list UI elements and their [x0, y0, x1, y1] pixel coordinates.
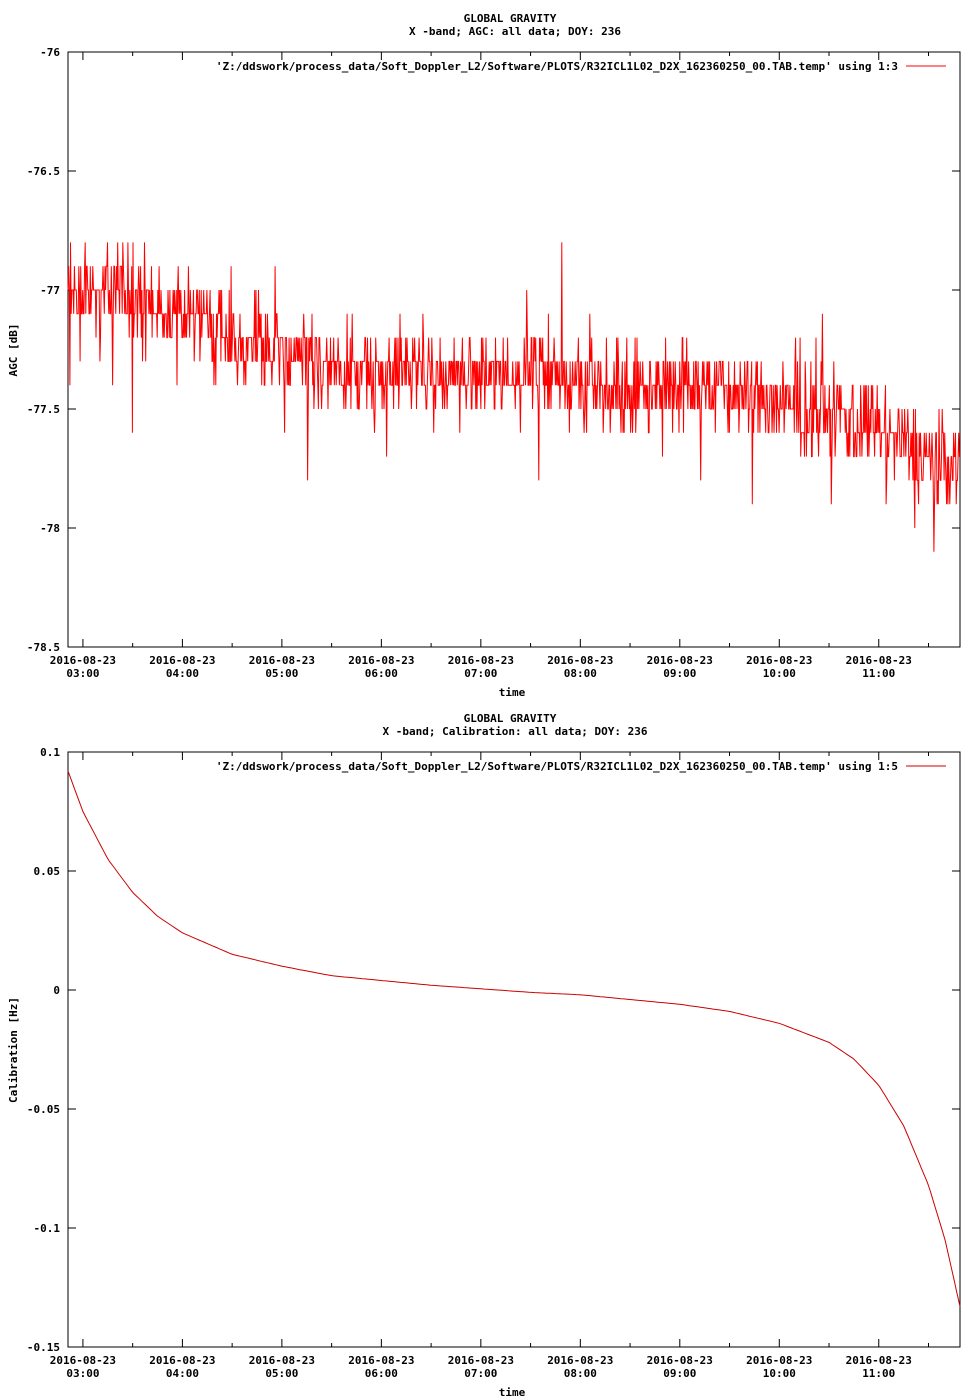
calibration-chart: GLOBAL GRAVITY X -band; Calibration: all…	[7, 712, 961, 1399]
y-tick-label: -76	[40, 46, 60, 59]
y-tick-label: -0.15	[27, 1341, 60, 1354]
agc-chart: GLOBAL GRAVITY X -band; AGC: all data; D…	[7, 12, 961, 699]
y-tick-label: 0.1	[40, 746, 60, 759]
y-tick-label: 0.05	[34, 865, 61, 878]
x-tick-label: 2016-08-23 09:00	[647, 1354, 713, 1380]
y-tick-label: 0	[53, 984, 60, 997]
x-tick-label: 2016-08-23 09:00	[647, 654, 713, 680]
y-tick-label: -77	[40, 284, 60, 297]
chart-title-line2: X -band; Calibration: all data; DOY: 236	[383, 725, 648, 738]
chart-title-line2: X -band; AGC: all data; DOY: 236	[409, 25, 621, 38]
x-tick-label: 2016-08-23 04:00	[149, 654, 215, 680]
x-tick-label: 2016-08-23 07:00	[448, 1354, 514, 1380]
series-line	[67, 242, 960, 552]
x-tick-label: 2016-08-23 06:00	[348, 1354, 414, 1380]
y-tick-label: -78.5	[27, 641, 60, 654]
x-tick-label: 2016-08-23 06:00	[348, 654, 414, 680]
x-axis-label: time	[499, 686, 526, 699]
y-axis-label: AGC [dB]	[7, 324, 20, 377]
x-tick-label: 2016-08-23 05:00	[249, 654, 315, 680]
x-tick-label: 2016-08-23 10:00	[746, 1354, 812, 1380]
x-tick-label: 2016-08-23 08:00	[547, 654, 613, 680]
plot-frame	[67, 51, 961, 648]
x-tick-label: 2016-08-23 11:00	[846, 654, 912, 680]
y-tick-label: -76.5	[27, 165, 60, 178]
y-tick-label: -0.05	[27, 1103, 60, 1116]
series-line	[67, 770, 961, 1307]
y-axis-label: Calibration [Hz]	[7, 997, 20, 1103]
x-tick-label: 2016-08-23 05:00	[249, 1354, 315, 1380]
y-tick-label: -77.5	[27, 403, 60, 416]
x-axis-label: time	[499, 1386, 526, 1399]
x-tick-label: 2016-08-23 03:00	[50, 1354, 116, 1380]
chart-title-line1: GLOBAL GRAVITY	[464, 712, 557, 725]
y-tick-label: -0.1	[34, 1222, 61, 1235]
plot-frame	[67, 751, 961, 1348]
chart-title-line1: GLOBAL GRAVITY	[464, 12, 557, 25]
legend-label: 'Z:/ddswork/process_data/Soft_Doppler_L2…	[216, 760, 898, 773]
x-tick-label: 2016-08-23 08:00	[547, 1354, 613, 1380]
x-tick-label: 2016-08-23 04:00	[149, 1354, 215, 1380]
x-tick-label: 2016-08-23 03:00	[50, 654, 116, 680]
y-tick-label: -78	[40, 522, 60, 535]
x-tick-label: 2016-08-23 10:00	[746, 654, 812, 680]
x-tick-label: 2016-08-23 07:00	[448, 654, 514, 680]
legend-label: 'Z:/ddswork/process_data/Soft_Doppler_L2…	[216, 60, 898, 73]
x-tick-label: 2016-08-23 11:00	[846, 1354, 912, 1380]
